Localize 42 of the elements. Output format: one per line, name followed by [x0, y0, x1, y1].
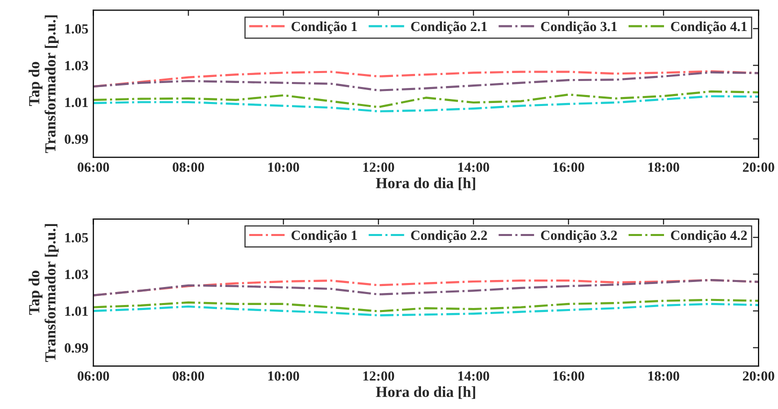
y-axis-title: Tap do Transformador [p.u.] [28, 224, 59, 362]
x-tick-label: 06:00 [78, 371, 110, 381]
legend-label: Condição 3.1 [541, 21, 617, 34]
y-tick-label: 1.03 [65, 60, 88, 70]
line-series [93, 90, 759, 108]
legend-label: Condição 1 [292, 230, 357, 243]
x-axis-title: Hora do dia [h] [376, 177, 476, 190]
x-tick-label: 12:00 [363, 162, 394, 172]
legend-label: Condição 2.1 [411, 21, 487, 34]
legend-label: Condição 4.1 [670, 21, 747, 34]
line-series [93, 302, 759, 316]
x-tick-label: 20:00 [742, 371, 774, 381]
x-tick-label: 20:00 [742, 162, 774, 172]
x-tick-label: 16:00 [553, 371, 584, 381]
x-tick-label: 10:00 [268, 162, 300, 172]
x-tick-label: 10:00 [268, 371, 300, 381]
x-tick-label: 06:00 [78, 162, 110, 172]
x-tick-label: 18:00 [648, 162, 680, 172]
y-tick-label: 1.01 [65, 306, 88, 316]
x-tick-label: 14:00 [458, 371, 490, 381]
y-tick-label: 1.01 [65, 98, 88, 108]
x-tick-label: 08:00 [172, 162, 204, 172]
y-tick-label: 1.05 [65, 232, 88, 242]
legend-label: Condição 1 [292, 21, 357, 34]
line-series [93, 71, 759, 92]
legend-label: Condição 4.2 [670, 230, 747, 243]
x-tick-label: 18:00 [648, 371, 680, 381]
legend-label: Condição 2.2 [411, 230, 487, 243]
y-tick-label: 0.99 [64, 343, 88, 353]
y-axis-title: Tap do Transformador [p.u.] [28, 15, 59, 154]
x-axis-title: Hora do dia [h] [376, 386, 476, 399]
line-series [93, 278, 759, 296]
legend-label: Condição 3.2 [541, 230, 617, 243]
x-tick-label: 12:00 [363, 371, 394, 381]
x-tick-label: 16:00 [553, 162, 584, 172]
x-tick-label: 14:00 [458, 162, 490, 172]
line-series [93, 298, 759, 312]
y-tick-label: 1.05 [65, 24, 88, 34]
line-series [93, 95, 759, 112]
y-tick-label: 0.99 [64, 134, 88, 144]
y-tick-label: 1.03 [65, 270, 88, 280]
x-tick-label: 08:00 [172, 371, 204, 381]
